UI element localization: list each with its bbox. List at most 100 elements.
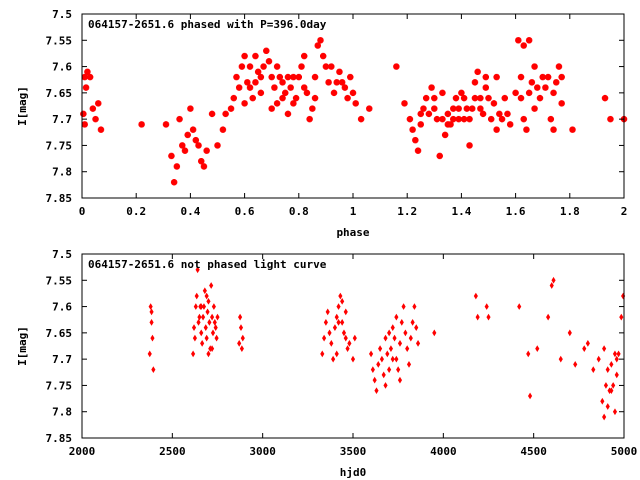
unphased-data-point [206,297,211,305]
unphased-data-point [239,345,244,352]
phased-data-point [311,73,319,81]
unphased-data-point [149,308,154,316]
unphased-data-point [582,345,587,352]
unphased-data-point [609,361,614,368]
phased-y-tick-label: 7.8 [52,166,72,179]
phased-data-point [214,142,221,149]
phased-data-point [168,152,175,160]
phased-data-point [273,100,281,107]
unphased-data-point [323,318,328,326]
unphased-data-point [148,303,153,310]
phased-data-point [482,73,489,81]
phased-data-point [184,131,191,139]
phased-data-point [328,63,335,70]
phased-data-point [341,84,349,91]
phased-data-point [471,79,479,86]
phased-data-point [268,105,275,112]
unphased-data-point [203,324,208,331]
phased-data-point [542,84,549,91]
unphased-data-point [334,350,339,358]
phased-data-point [431,105,438,112]
phased-data-point [200,163,208,170]
unphased-data-point [392,334,397,342]
unphased-data-point [397,376,403,384]
unphased-data-point [591,366,596,374]
unphased-data-point [408,334,413,342]
phased-chart-title: 064157-2651.6 phased with P=396.0day [88,18,327,31]
unphased-data-point [603,382,609,389]
unphased-data-point [397,340,403,347]
unphased-y-tick-label: 7.85 [46,432,73,445]
unphased-x-axis-label: hjd0 [340,466,367,479]
phased-data-point [344,94,351,102]
unphased-data-point [202,287,207,295]
unphased-data-point [378,345,383,352]
unphased-data-point [147,350,152,358]
phased-data-point [417,121,424,128]
phased-data-point [517,73,525,81]
phased-data-point [290,100,297,107]
phased-data-point [260,63,267,70]
unphased-y-tick-label: 7.7 [52,353,72,366]
unphased-data-point [403,329,408,337]
phased-y-tick-label: 7.7 [52,113,72,126]
unphased-data-point [394,355,399,363]
unphased-y-tick-label: 7.6 [52,301,72,314]
unphased-data-point [585,340,590,347]
unphased-data-point [372,376,377,384]
unphased-data-point [368,350,374,358]
phased-x-tick-label: 0.2 [126,205,146,218]
unphased-y-tick-label: 7.65 [46,327,73,340]
phased-data-point [525,37,533,44]
unphased-data-point [336,303,341,310]
unphased-data-point [414,324,419,331]
unphased-data-point [527,392,533,400]
phased-x-tick-label: 1 [350,205,357,218]
phased-data-point [170,179,178,186]
phased-data-point [439,89,446,97]
phased-data-point [298,63,305,70]
phased-data-point [84,68,91,76]
phased-data-point [162,121,170,128]
unphased-data-point [406,361,412,368]
unphased-data-point [240,334,245,342]
phased-data-point [547,115,555,123]
phased-data-point [235,84,243,91]
unphased-data-point [390,355,395,363]
phased-data-point [485,94,492,102]
unphased-data-point [614,355,619,363]
phased-data-point [192,136,200,144]
phased-data-point [428,84,435,91]
unphased-data-point [200,340,205,347]
unphased-data-point [149,318,154,326]
unphased-y-tick-label: 7.5 [52,248,72,261]
unphased-data-point [379,355,384,363]
phased-data-point [506,121,514,128]
phased-data-point [528,79,536,86]
phased-data-point [550,126,557,133]
phased-data-point [349,89,357,97]
phased-data-point [520,42,527,49]
phased-data-point [322,63,330,70]
phased-data-point [179,142,186,149]
phased-y-tick-label: 7.55 [46,34,73,47]
phased-data-point [138,121,145,128]
phased-data-point [477,94,484,102]
phased-data-point [195,142,202,149]
phased-data-point [555,63,563,70]
unphased-x-tick-label: 2000 [69,445,96,458]
unphased-data-point [475,313,480,321]
unphased-points [147,266,626,421]
phased-data-point [279,79,286,86]
unphased-data-point [526,350,531,358]
phased-data-point [203,147,210,154]
phased-data-point [488,115,495,123]
phased-data-point [219,126,227,133]
phased-data-point [309,105,316,112]
phased-data-point [425,110,433,118]
phased-data-point [273,63,281,70]
phased-data-point [92,115,99,123]
phased-data-point [330,89,338,97]
phased-x-tick-label: 1.4 [451,205,471,218]
unphased-data-point [405,345,410,352]
